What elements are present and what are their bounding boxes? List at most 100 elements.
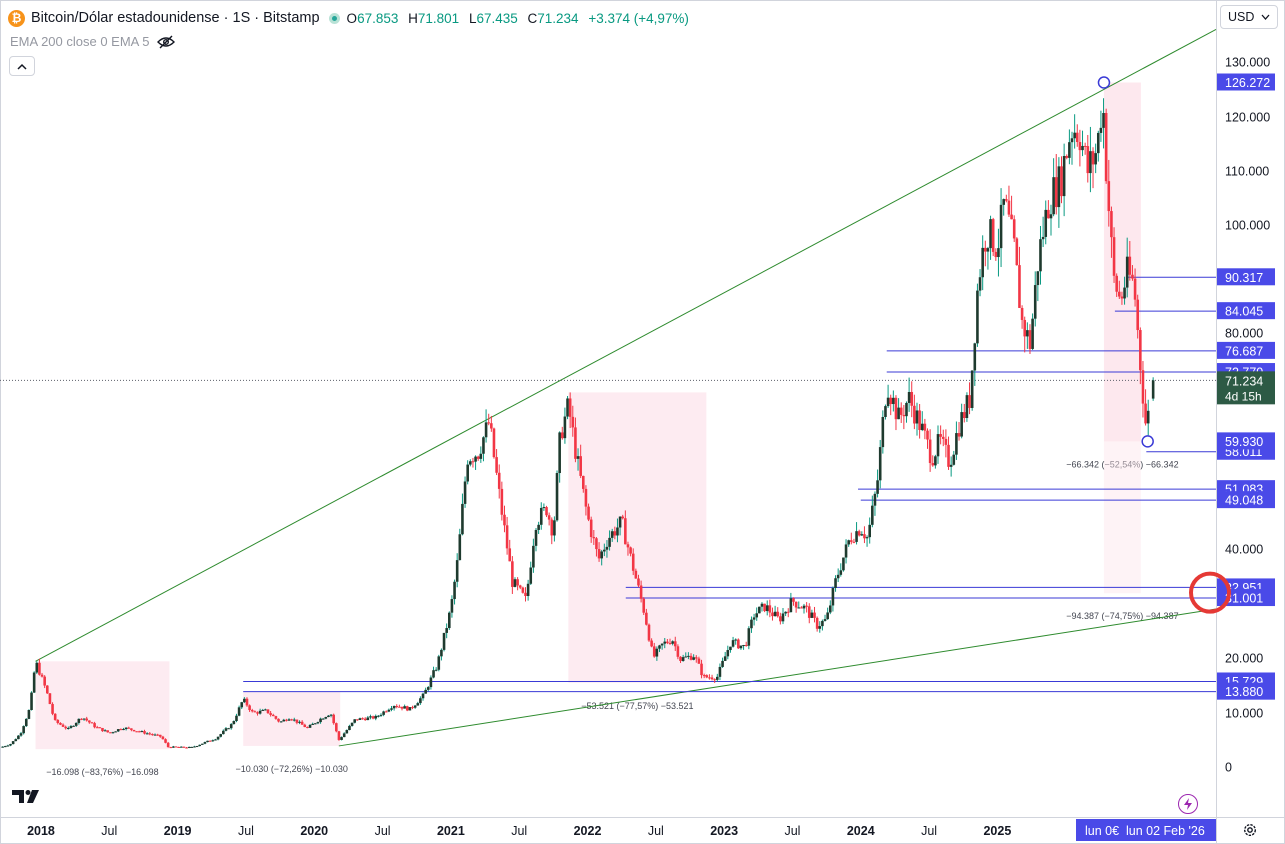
candle-body — [384, 711, 388, 713]
tradingview-logo-icon[interactable] — [12, 788, 44, 804]
candle-body — [605, 546, 609, 550]
candle-body — [555, 473, 559, 521]
y-tick-label: 20.000 — [1225, 652, 1263, 666]
candle-body — [915, 410, 919, 424]
range-box-3 — [1103, 82, 1141, 442]
candle-body — [1136, 299, 1140, 331]
candle-body — [957, 433, 961, 437]
countdown-label: 4d 15h — [1225, 389, 1262, 403]
candle-body — [424, 689, 427, 694]
candle-body — [776, 611, 780, 617]
x-tick-label: 2023 — [710, 824, 738, 838]
candle-body — [513, 579, 517, 587]
candle-body — [794, 601, 798, 608]
candle-body — [127, 727, 131, 729]
candle-body — [442, 632, 446, 650]
candle-body — [981, 247, 984, 278]
candle-body — [61, 724, 65, 727]
candle-body — [629, 547, 632, 554]
candle-body — [568, 398, 572, 417]
candle-body — [700, 663, 703, 676]
y-tick-label: 80.000 — [1225, 327, 1263, 341]
candle-body — [831, 587, 835, 606]
candle-body — [1115, 275, 1118, 292]
candle-body — [786, 611, 790, 613]
indicator-legend[interactable]: EMA 200 close 0 EMA 5 — [10, 34, 176, 49]
candle-body — [1125, 256, 1129, 288]
x-tick-label: Jul — [238, 824, 254, 838]
candle-body — [545, 507, 548, 516]
candle-body — [587, 506, 590, 520]
candle-body — [190, 746, 194, 748]
symbol-title[interactable]: Bitcoin/Dólar estadounidense · 1S · Bits… — [31, 10, 320, 26]
trend-line-0 — [35, 28, 1217, 662]
candles — [1, 98, 1155, 749]
zap-icon[interactable] — [1178, 794, 1198, 814]
candle-body — [151, 734, 154, 736]
candle-body — [101, 727, 104, 732]
candle-body — [1144, 403, 1147, 424]
candle-body — [1020, 307, 1024, 320]
candle-body — [539, 507, 543, 525]
x-tick-label: 2020 — [300, 824, 328, 838]
currency-select[interactable]: USD — [1220, 5, 1278, 29]
candle-body — [437, 656, 441, 670]
candle-body — [434, 669, 438, 671]
candle-body — [708, 677, 711, 679]
candle-body — [203, 742, 207, 744]
candle-body — [558, 432, 561, 474]
candle-body — [369, 716, 372, 718]
candle-body — [1078, 142, 1082, 151]
candle-body — [208, 740, 212, 742]
candle-body — [571, 416, 575, 428]
candle-body — [616, 527, 619, 536]
candle-body — [311, 723, 314, 725]
candle-body — [968, 395, 971, 408]
candle-body — [492, 428, 496, 458]
candle-body — [348, 725, 351, 731]
candle-body — [411, 707, 414, 709]
candle-body — [187, 746, 191, 748]
candle-body — [863, 534, 866, 539]
x-tick-label: 2025 — [983, 824, 1011, 838]
price-axis-panel — [1216, 0, 1285, 844]
eye-hidden-icon[interactable] — [157, 35, 176, 49]
candle-body — [713, 679, 716, 681]
candle-body — [755, 613, 759, 618]
candle-body — [122, 729, 125, 731]
candle-body — [306, 727, 309, 729]
level-label-bg — [1217, 268, 1275, 286]
candle-body — [374, 715, 378, 719]
candle-body — [256, 712, 259, 714]
candle-body — [1099, 127, 1103, 133]
candle-body — [1044, 209, 1048, 237]
candle-body — [471, 461, 475, 463]
candle-body — [671, 641, 674, 644]
candle-body — [718, 666, 722, 677]
candle-body — [765, 605, 769, 612]
candle-body — [3, 746, 7, 748]
candle-body — [216, 736, 220, 740]
candle-body — [563, 416, 567, 439]
candle-body — [224, 728, 228, 731]
candle-body — [53, 713, 57, 720]
settings-gear-icon[interactable] — [1242, 822, 1258, 838]
x-tick-label: Jul — [101, 824, 117, 838]
candle-body — [626, 544, 630, 548]
candle-body — [182, 746, 186, 748]
price-label-bg — [1217, 432, 1275, 450]
candle-body — [1041, 236, 1045, 240]
candle-body — [792, 598, 795, 602]
candle-body — [116, 729, 120, 732]
chevron-down-icon — [1261, 14, 1270, 20]
x-tick-label: Jul — [375, 824, 391, 838]
candle-body — [11, 741, 15, 745]
candle-body — [518, 585, 522, 588]
collapse-legend-button[interactable] — [9, 56, 35, 76]
candle-body — [429, 677, 433, 688]
candle-body — [219, 734, 223, 737]
candle-body — [85, 718, 89, 721]
candle-body — [973, 343, 977, 371]
candle-body — [469, 461, 472, 465]
